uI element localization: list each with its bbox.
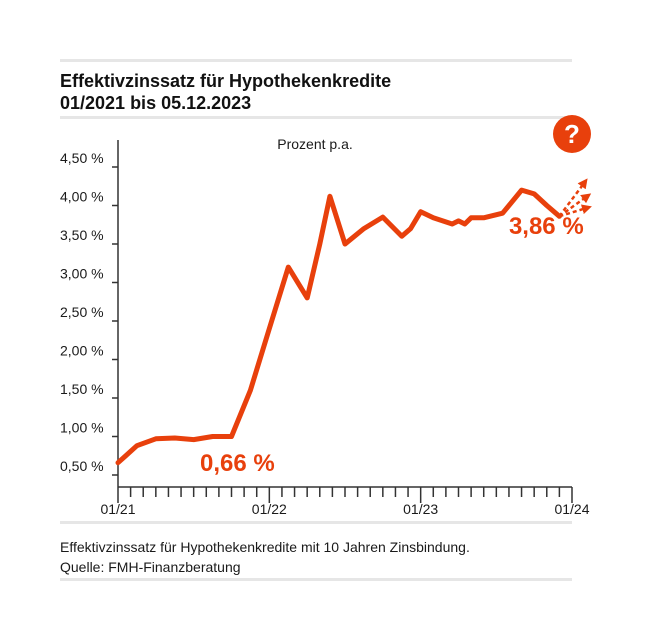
x-tick-label: 01/23 — [403, 501, 438, 517]
question-mark-glyph: ? — [564, 119, 580, 149]
line-chart: Prozent p.a. 0,50 % 1,00 % 1,50 % 2,00 % 2,50… — [60, 115, 592, 517]
forecast-arrow — [558, 178, 588, 218]
bottom-rule — [60, 578, 572, 581]
y-tick-label: 0,50 % — [60, 458, 104, 474]
x-tick-label: 01/24 — [554, 501, 589, 517]
top-rule — [60, 59, 572, 62]
y-tick-label: 1,50 % — [60, 381, 104, 397]
y-tick-label: 4,00 % — [60, 189, 104, 205]
title-rule — [60, 116, 572, 119]
value-annotation: 0,66 % — [200, 450, 275, 477]
forecast-arrow — [559, 204, 592, 218]
y-tick-label: 3,50 % — [60, 227, 104, 243]
x-tick-label: 01/21 — [100, 501, 135, 517]
y-tick-label: 3,00 % — [60, 266, 104, 282]
chart-title: Effektivzinssatz für Hypothekenkredite 0… — [60, 70, 572, 114]
caption-note: Effektivzinssatz für Hypothekenkredite m… — [60, 539, 470, 555]
value-annotation: 3,86 % — [509, 213, 584, 240]
interest-rate-line — [115, 187, 562, 466]
question-mark-icon — [553, 115, 591, 153]
y-axis-label: Prozent p.a. — [277, 136, 353, 152]
x-tick-label: 01/22 — [252, 501, 287, 517]
y-tick-label: 4,50 % — [60, 150, 104, 166]
forecast-arrow — [558, 193, 592, 218]
y-tick-label: 1,00 % — [60, 420, 104, 436]
caption-rule — [60, 521, 572, 524]
chart-caption: Effektivzinssatz für Hypothekenkredite m… — [60, 537, 470, 577]
y-tick-label: 2,00 % — [60, 343, 104, 359]
title-line-2: 01/2021 bis 05.12.2023 — [60, 93, 252, 113]
caption-source: Quelle: FMH-Finanzberatung — [60, 559, 241, 575]
y-tick-label: 2,50 % — [60, 304, 104, 320]
title-line-1: Effektivzinssatz für Hypothekenkredite — [60, 71, 392, 91]
